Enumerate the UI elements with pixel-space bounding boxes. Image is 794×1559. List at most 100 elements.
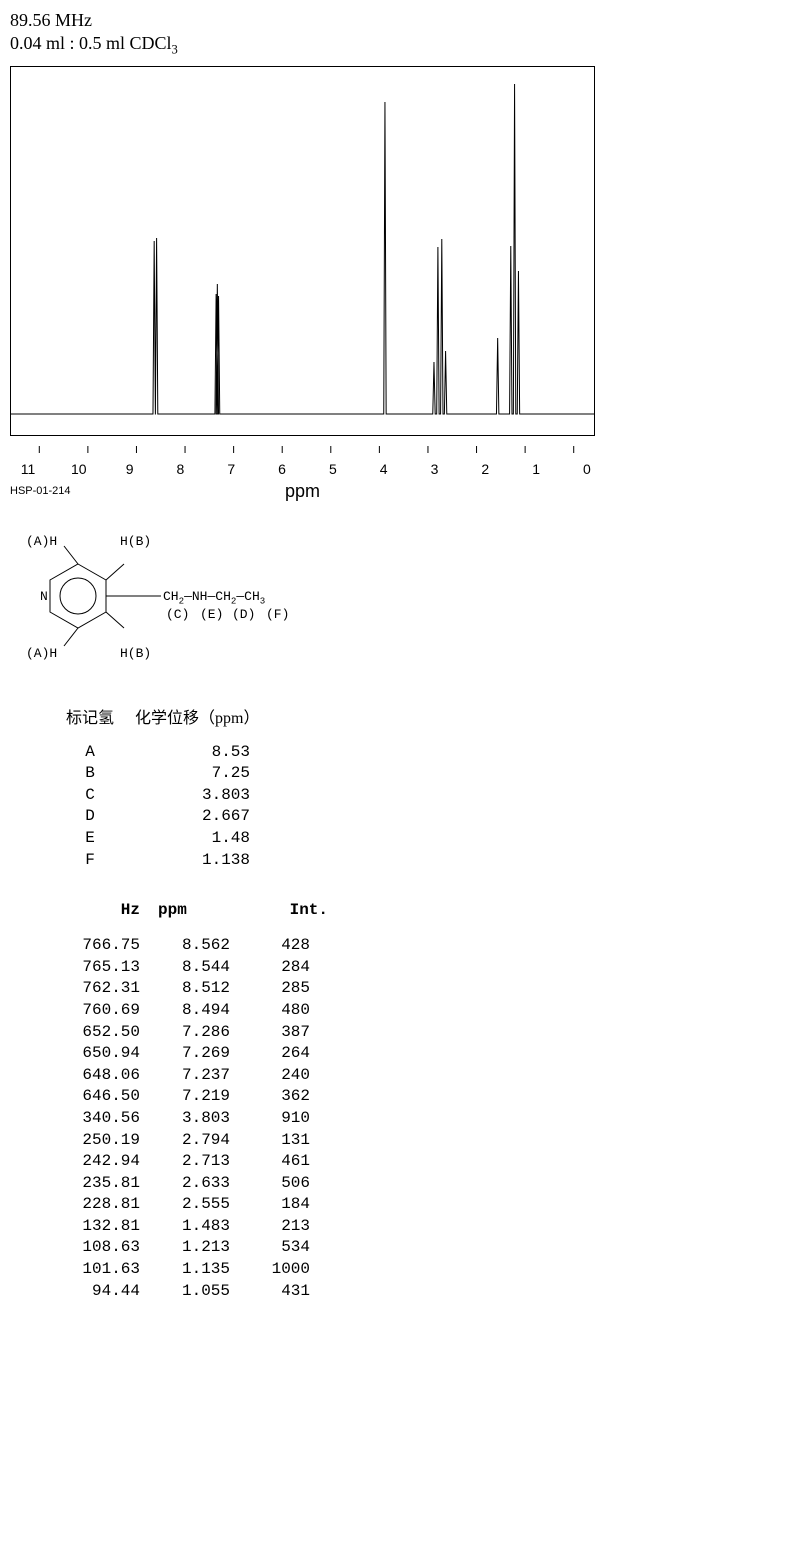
assign-label: F	[50, 850, 130, 872]
peak-row: 235.812.633506	[45, 1173, 784, 1195]
peak-ppm: 1.483	[140, 1216, 230, 1238]
label-D: (D)	[232, 607, 255, 622]
label-HB-bot: H(B)	[120, 646, 151, 661]
peak-int: 213	[230, 1216, 310, 1238]
peak-int: 534	[230, 1237, 310, 1259]
assignment-table: 标记氢 化学位移（ppm） A8.53B7.25C3.803D2.667E1.4…	[50, 704, 784, 872]
peak-hz: 765.13	[45, 957, 140, 979]
axis-label: ppm	[210, 481, 395, 502]
label-HB-top: H(B)	[120, 534, 151, 549]
label-E: (E)	[200, 607, 223, 622]
peak-int: 285	[230, 978, 310, 1000]
chain-end: —CH	[236, 589, 259, 604]
peak-hz: 228.81	[45, 1194, 140, 1216]
peak-int: 264	[230, 1043, 310, 1065]
peak-int: 1000	[230, 1259, 310, 1281]
tick-label: 11	[13, 461, 43, 477]
label-AH-top: (A)H	[26, 534, 57, 549]
assign-label: D	[50, 806, 130, 828]
peak-hz: 242.94	[45, 1151, 140, 1173]
peak-hz: 766.75	[45, 935, 140, 957]
structure-diagram: (A)H H(B) N CH2—NH—CH2—CH3 (C) (E) (D) (…	[18, 524, 318, 669]
peak-row: 762.318.512285	[45, 978, 784, 1000]
peak-ppm: 8.544	[140, 957, 230, 979]
frequency-line: 89.56 MHz	[10, 10, 784, 31]
peak-hz: 760.69	[45, 1000, 140, 1022]
peak-ppm: 1.135	[140, 1259, 230, 1281]
label-F: (F)	[266, 607, 289, 622]
assign-label: A	[50, 742, 130, 764]
peak-int: 387	[230, 1022, 310, 1044]
assign-ppm: 2.667	[130, 806, 250, 828]
label-N: N	[40, 589, 48, 604]
peak-ppm: 2.713	[140, 1151, 230, 1173]
assign-h2: 化学位移（ppm）	[130, 704, 295, 728]
assign-ppm: 1.138	[130, 850, 250, 872]
peak-header: Hz ppm Int.	[45, 901, 784, 919]
peak-ppm: 7.286	[140, 1022, 230, 1044]
tick-label: 6	[267, 461, 297, 477]
tick-label: 10	[64, 461, 94, 477]
tick-label: 0	[572, 461, 602, 477]
chain-sub3: 3	[260, 595, 265, 606]
assign-ppm: 3.803	[130, 785, 250, 807]
peak-row: 648.067.237240	[45, 1065, 784, 1087]
peak-h3: Int.	[248, 901, 333, 919]
tick-label: 5	[318, 461, 348, 477]
label-AH-bot: (A)H	[26, 646, 57, 661]
tick-label: 9	[115, 461, 145, 477]
peak-hz: 94.44	[45, 1281, 140, 1303]
peak-row: 228.812.555184	[45, 1194, 784, 1216]
peak-int: 131	[230, 1130, 310, 1152]
tick-label: 2	[470, 461, 500, 477]
peak-row: 94.441.055431	[45, 1281, 784, 1303]
peak-ppm: 3.803	[140, 1108, 230, 1130]
assign-row: A8.53	[50, 742, 784, 764]
peak-hz: 101.63	[45, 1259, 140, 1281]
tick-label: 8	[165, 461, 195, 477]
peak-int: 428	[230, 935, 310, 957]
assign-label: C	[50, 785, 130, 807]
peak-row: 108.631.213534	[45, 1237, 784, 1259]
peak-ppm: 2.794	[140, 1130, 230, 1152]
peak-ppm: 8.512	[140, 978, 230, 1000]
peak-row: 646.507.219362	[45, 1086, 784, 1108]
peak-hz: 132.81	[45, 1216, 140, 1238]
peak-ppm: 2.555	[140, 1194, 230, 1216]
chain: CH2—NH—CH2—CH3	[163, 589, 265, 607]
peak-ppm: 1.055	[140, 1281, 230, 1303]
peak-ppm: 2.633	[140, 1173, 230, 1195]
peak-hz: 646.50	[45, 1086, 140, 1108]
peak-row: 242.942.713461	[45, 1151, 784, 1173]
assign-label: B	[50, 763, 130, 785]
assign-label: E	[50, 828, 130, 850]
assign-row: B7.25	[50, 763, 784, 785]
peak-int: 506	[230, 1173, 310, 1195]
peak-h2: ppm	[140, 901, 248, 919]
peak-row: 760.698.494480	[45, 1000, 784, 1022]
chain-ch1: CH	[163, 589, 179, 604]
peak-int: 184	[230, 1194, 310, 1216]
peak-row: 766.758.562428	[45, 935, 784, 957]
peak-row: 340.563.803910	[45, 1108, 784, 1130]
tick-label: 3	[420, 461, 450, 477]
sample-sub: 3	[172, 43, 178, 57]
peak-ppm: 7.237	[140, 1065, 230, 1087]
peak-row: 650.947.269264	[45, 1043, 784, 1065]
tick-label: 4	[369, 461, 399, 477]
sample-line: 0.04 ml : 0.5 ml CDCl3	[10, 33, 784, 58]
spectrum-svg	[11, 67, 594, 435]
assign-ppm: 8.53	[130, 742, 250, 764]
peak-ppm: 7.269	[140, 1043, 230, 1065]
assign-row: F1.138	[50, 850, 784, 872]
sample-text: 0.04 ml : 0.5 ml CDCl	[10, 33, 172, 53]
peak-hz: 250.19	[45, 1130, 140, 1152]
spectrum-plot	[10, 66, 595, 436]
peak-hz: 108.63	[45, 1237, 140, 1259]
sample-id: HSP-01-214	[10, 485, 210, 497]
peak-row: 250.192.794131	[45, 1130, 784, 1152]
assign-row: E1.48	[50, 828, 784, 850]
peak-ppm: 8.494	[140, 1000, 230, 1022]
peak-ppm: 1.213	[140, 1237, 230, 1259]
peak-table: Hz ppm Int. 766.758.562428765.138.544284…	[45, 901, 784, 1302]
